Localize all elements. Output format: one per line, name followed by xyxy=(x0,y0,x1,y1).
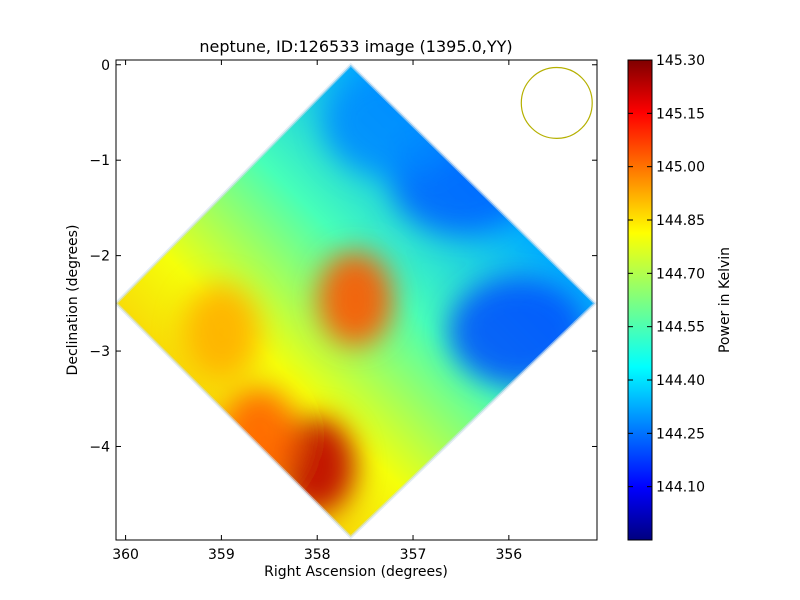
x-tick-label: 360 xyxy=(112,547,139,563)
cold-spot xyxy=(323,67,464,178)
colorbar-tick-label: 145.00 xyxy=(656,160,705,176)
cold-spot xyxy=(448,276,589,387)
colorbar-tick-label: 144.70 xyxy=(656,266,705,282)
hot-spot xyxy=(317,250,394,347)
y-tick-label: −1 xyxy=(89,153,110,169)
colorbar-label: Power in Kelvin xyxy=(717,247,733,353)
colorbar-tick-label: 145.15 xyxy=(656,106,705,122)
y-tick-label: −4 xyxy=(89,439,110,455)
x-axis: 360 359 358 357 356 xyxy=(112,60,522,563)
y-axis-label: Declination (degrees) xyxy=(65,225,81,376)
colorbar-tick-label: 144.25 xyxy=(656,426,705,442)
x-tick-label: 358 xyxy=(304,547,331,563)
map-edge xyxy=(116,62,597,540)
hot-spot xyxy=(221,388,298,485)
colorbar-tick-label: 145.30 xyxy=(656,53,705,69)
colorbar-tick-label: 144.40 xyxy=(656,373,705,389)
chart-title: neptune, ID:126533 image (1395.0,YY) xyxy=(199,37,512,56)
x-tick-label: 357 xyxy=(400,547,427,563)
x-tick-label: 356 xyxy=(495,547,522,563)
colorbar xyxy=(627,59,653,541)
heatmap-field xyxy=(116,64,596,538)
x-tick-label: 359 xyxy=(208,547,235,563)
x-axis-label: Right Ascension (degrees) xyxy=(264,564,448,580)
colorbar-tick-label: 144.10 xyxy=(656,480,705,496)
y-tick-label: −3 xyxy=(89,344,110,360)
colorbar-tick-label: 144.85 xyxy=(656,213,705,229)
y-tick-label: −2 xyxy=(89,249,110,265)
hot-spot xyxy=(183,283,260,380)
plot-frame xyxy=(115,59,598,541)
y-axis: 0 −1 −2 −3 −4 xyxy=(89,58,597,455)
heatmap-image xyxy=(116,62,597,540)
beam-circle xyxy=(520,66,593,139)
colorbar-tick-label: 144.55 xyxy=(656,320,705,336)
colorbar-ticks: 145.30 145.15 145.00 144.85 144.70 144.55 144.… xyxy=(628,53,705,496)
y-tick-label: 0 xyxy=(101,58,110,74)
